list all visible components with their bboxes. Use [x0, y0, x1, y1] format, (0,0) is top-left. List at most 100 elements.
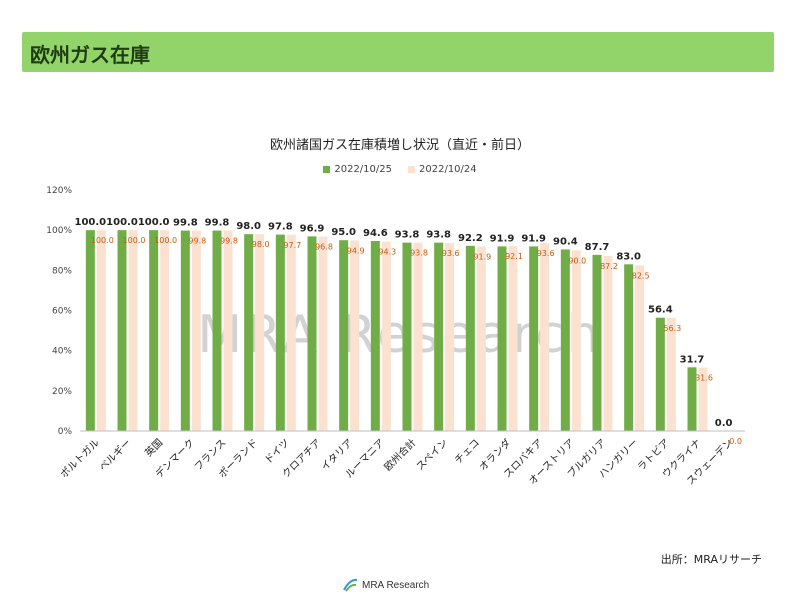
- legend-label-current: 2022/10/25: [334, 164, 392, 175]
- category-label: 英国: [142, 436, 165, 459]
- bar-previous: [191, 230, 201, 431]
- bar-current: [307, 236, 317, 431]
- bar-previous: [508, 246, 518, 431]
- data-label-current: 95.0: [331, 227, 356, 238]
- bar-previous: [571, 250, 581, 431]
- data-label-current: 94.6: [363, 228, 388, 239]
- bar-current: [465, 245, 475, 431]
- data-label-previous: 91.9: [473, 252, 491, 261]
- bar-current: [624, 264, 634, 431]
- bar-current: [244, 234, 254, 431]
- y-tick-label: 120%: [46, 186, 72, 196]
- bar-current: [529, 246, 539, 431]
- bar-previous: [96, 230, 106, 431]
- bar-current: [655, 317, 665, 431]
- bar-current: [180, 230, 190, 431]
- logo-icon: [343, 578, 358, 592]
- category-label: スペイン: [415, 437, 451, 473]
- bar-current: [434, 242, 444, 431]
- legend-label-previous: 2022/10/24: [419, 164, 477, 175]
- legend-item-previous: 2022/10/24: [408, 164, 477, 175]
- bar-current: [212, 230, 222, 431]
- bar-previous: [445, 243, 455, 431]
- y-tick-label: 80%: [52, 266, 72, 276]
- bar-current: [560, 249, 570, 431]
- data-label-current: 90.4: [553, 236, 578, 247]
- bar-previous: [255, 234, 265, 431]
- data-label-current: 91.9: [490, 233, 515, 244]
- data-label-current: 0.0: [715, 418, 733, 429]
- data-label-previous: 99.8: [188, 237, 206, 246]
- bar-previous: [223, 230, 233, 431]
- data-label-current: 31.7: [680, 354, 705, 365]
- data-label-previous: 97.7: [283, 241, 301, 250]
- data-label-previous: 82.5: [632, 271, 650, 280]
- bar-previous: [635, 265, 645, 431]
- data-label-previous: 96.8: [315, 243, 333, 252]
- y-tick-label: 100%: [46, 226, 72, 236]
- data-label-previous: 0.0: [729, 437, 742, 446]
- data-label-current: 100.0: [106, 217, 138, 228]
- data-label-previous: 94.3: [378, 248, 396, 257]
- logo-text: MRA Research: [362, 579, 430, 591]
- company-logo: MRA Research: [342, 577, 429, 593]
- data-label-current: 56.4: [648, 305, 673, 316]
- data-label-previous: 100.0: [91, 236, 114, 245]
- bar-previous: [698, 367, 708, 431]
- chart-legend: 2022/10/25 2022/10/24: [0, 164, 800, 175]
- bar-previous: [350, 240, 360, 431]
- y-tick-label: 20%: [52, 387, 72, 397]
- data-label-current: 93.8: [395, 230, 420, 241]
- y-tick-label: 60%: [52, 307, 72, 317]
- data-label-current: 87.7: [585, 242, 610, 253]
- data-label-previous: 56.3: [663, 324, 681, 333]
- y-tick-label: 40%: [52, 347, 72, 357]
- bar-previous: [318, 236, 328, 431]
- bar-current: [497, 246, 507, 431]
- data-label-current: 99.8: [205, 218, 230, 229]
- bar-previous: [666, 317, 676, 431]
- chart-title: 欧州諸国ガス在庫積増し状況（直近・前日）: [269, 138, 530, 153]
- bar-previous: [128, 230, 138, 431]
- bar-previous: [476, 246, 486, 431]
- bar-previous: [286, 234, 296, 431]
- data-label-previous: 92.1: [505, 252, 523, 261]
- data-label-previous: 100.0: [154, 236, 177, 245]
- data-label-current: 93.8: [426, 230, 451, 241]
- bar-current: [370, 241, 380, 431]
- source-note: 出所：MRAリサーチ: [660, 553, 762, 566]
- legend-swatch-current: [323, 166, 331, 173]
- bar-current: [592, 254, 602, 431]
- bar-current: [402, 242, 412, 431]
- data-label-previous: 100.0: [123, 236, 146, 245]
- category-label: 欧州合計: [381, 436, 418, 473]
- data-label-previous: 87.2: [600, 262, 618, 271]
- data-label-previous: 93.8: [410, 249, 428, 258]
- data-label-current: 96.9: [300, 223, 325, 234]
- category-label: チェコ: [452, 437, 482, 467]
- bar-current: [85, 230, 95, 431]
- bar-current: [117, 230, 127, 431]
- bar-previous: [540, 243, 550, 431]
- bar-current: [687, 367, 697, 431]
- data-label-current: 97.8: [268, 222, 293, 233]
- category-label: ベルギー: [97, 437, 134, 474]
- bar-previous: [413, 242, 423, 431]
- bar-previous: [381, 241, 391, 431]
- category-label: ドイツ: [263, 437, 292, 466]
- data-label-current: 92.2: [458, 233, 483, 244]
- data-label-previous: 93.6: [537, 249, 555, 258]
- data-label-current: 83.0: [616, 251, 641, 262]
- bar-current: [339, 240, 349, 431]
- legend-item-current: 2022/10/25: [323, 164, 392, 175]
- bar-previous: [160, 230, 170, 431]
- bar-current: [275, 234, 285, 431]
- page-title: 欧州ガス在庫: [30, 43, 150, 67]
- data-label-current: 100.0: [138, 217, 170, 228]
- data-label-previous: 93.6: [442, 249, 460, 258]
- category-label: ポルトガル: [58, 437, 102, 481]
- data-label-current: 98.0: [236, 221, 261, 232]
- bar-previous: [603, 255, 613, 431]
- data-label-current: 91.9: [521, 233, 546, 244]
